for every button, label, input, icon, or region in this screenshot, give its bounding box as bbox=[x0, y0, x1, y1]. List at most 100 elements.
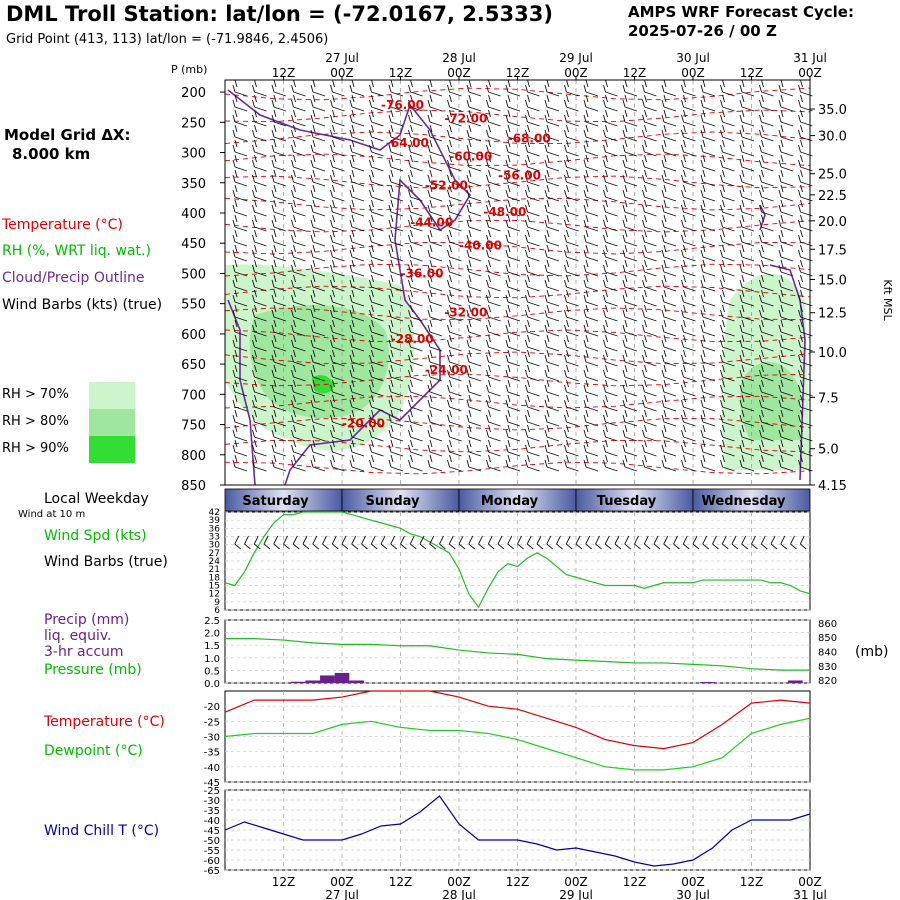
wind-barb bbox=[291, 274, 306, 292]
wind-barb bbox=[642, 334, 657, 352]
wind-barb bbox=[408, 214, 423, 232]
wind-barb bbox=[583, 409, 599, 427]
wind-barb bbox=[330, 199, 345, 217]
wind-barb bbox=[369, 409, 384, 427]
wind-barb bbox=[252, 229, 267, 247]
wind-barb bbox=[603, 409, 618, 427]
wind-barb bbox=[252, 94, 267, 112]
wind-barb bbox=[310, 184, 326, 202]
wind-barb bbox=[603, 364, 618, 382]
wind-barb bbox=[427, 109, 443, 127]
wind-barb bbox=[525, 379, 540, 397]
wind-barb bbox=[427, 229, 443, 247]
wind-barb bbox=[232, 364, 248, 382]
wind-speed-tick: 12 bbox=[209, 590, 220, 600]
wind-barb bbox=[388, 439, 404, 457]
wind-barb bbox=[700, 259, 716, 277]
wind-barb-10m bbox=[624, 535, 632, 550]
wind-barb bbox=[583, 109, 599, 127]
wind-barb-10m bbox=[409, 535, 417, 550]
wind-barb-10m bbox=[721, 535, 729, 550]
wind-barb bbox=[349, 139, 365, 157]
wind-barb bbox=[525, 184, 540, 202]
wind-barb bbox=[408, 184, 423, 202]
wind-barb bbox=[486, 184, 501, 202]
wind-barb bbox=[252, 154, 267, 172]
wind-barb bbox=[622, 409, 638, 427]
wind-barb bbox=[739, 319, 755, 337]
top-date-label: 29 Jul bbox=[559, 51, 593, 65]
wind-barb bbox=[232, 439, 248, 457]
temperature-contour-label: -56.00 bbox=[498, 169, 541, 183]
wind-barb-10m bbox=[419, 535, 427, 550]
wind-barb bbox=[291, 214, 306, 232]
wind-barb bbox=[622, 334, 638, 352]
wind-barb bbox=[700, 139, 716, 157]
wind-barb bbox=[232, 409, 248, 427]
wind-barb bbox=[349, 109, 365, 127]
wind-barb bbox=[564, 379, 579, 397]
wind-barb bbox=[544, 379, 560, 397]
wind-barb bbox=[466, 319, 482, 337]
wind-barb-10m bbox=[751, 535, 758, 550]
wind-barb bbox=[700, 454, 716, 472]
height-tick-label: 30.0 bbox=[818, 130, 847, 145]
wind-barb bbox=[252, 439, 267, 457]
wind-barb bbox=[252, 199, 267, 217]
wind-barb bbox=[642, 439, 657, 457]
wind-barb bbox=[505, 79, 521, 97]
wind-barb bbox=[427, 439, 443, 457]
wind-barb bbox=[369, 109, 384, 127]
wind-barb bbox=[603, 334, 618, 352]
wind-barb bbox=[427, 424, 443, 442]
dewpoint-label: Dewpoint (°C) bbox=[44, 743, 143, 759]
wind-chill-tick: -35 bbox=[204, 806, 220, 817]
wind-barb bbox=[759, 229, 774, 247]
wind-barb bbox=[720, 169, 735, 187]
pressure-tick-label: 350 bbox=[181, 177, 206, 192]
temperature-contour-label: -32.00 bbox=[444, 305, 487, 319]
wind-barb bbox=[388, 274, 404, 292]
bottom-hour-label: 12Z bbox=[740, 875, 764, 889]
wind-barb bbox=[388, 364, 404, 382]
temperature-contour-label: -20.00 bbox=[342, 417, 385, 431]
wind-barb bbox=[759, 319, 774, 337]
wind-barb bbox=[369, 349, 384, 367]
pressure-line bbox=[225, 638, 810, 671]
wind-barb-10m bbox=[595, 535, 602, 550]
wind-barb bbox=[408, 364, 423, 382]
temperature-contour-label: -76.00 bbox=[381, 98, 424, 112]
wind-barb bbox=[681, 124, 696, 142]
wind-barb bbox=[330, 109, 345, 127]
wind-barb bbox=[369, 289, 384, 307]
wind-barb bbox=[252, 379, 267, 397]
wind-barb bbox=[720, 364, 735, 382]
wind-barb bbox=[232, 274, 248, 292]
wind-barb bbox=[583, 154, 599, 172]
wind-barb bbox=[291, 244, 306, 262]
wind-chill-line bbox=[224, 795, 811, 867]
pressure-tick-label: 650 bbox=[181, 358, 206, 373]
height-tick-label: 15.0 bbox=[818, 273, 847, 288]
wind-barb bbox=[622, 124, 638, 142]
wind-barb bbox=[349, 439, 365, 457]
wind-barb bbox=[252, 124, 267, 142]
wind-barb bbox=[739, 274, 755, 292]
wind-chill-tick: -55 bbox=[204, 846, 220, 857]
top-date-label: 28 Jul bbox=[442, 51, 476, 65]
wind-barb bbox=[681, 379, 696, 397]
wind-chill-tick: -65 bbox=[204, 866, 220, 877]
wind-barb bbox=[330, 229, 345, 247]
wind-barb bbox=[544, 319, 560, 337]
wind-barb bbox=[622, 229, 638, 247]
wind-barb bbox=[447, 79, 462, 97]
wind-barb bbox=[486, 109, 501, 127]
wind-speed-tick: 6 bbox=[214, 606, 220, 616]
wind-barb bbox=[486, 364, 501, 382]
precip-bar bbox=[320, 675, 335, 683]
wind-barb bbox=[271, 109, 287, 127]
wind-speed-panel bbox=[224, 511, 811, 611]
wind-barb bbox=[622, 379, 638, 397]
wind-barb bbox=[720, 304, 735, 322]
wind-barb bbox=[310, 124, 326, 142]
